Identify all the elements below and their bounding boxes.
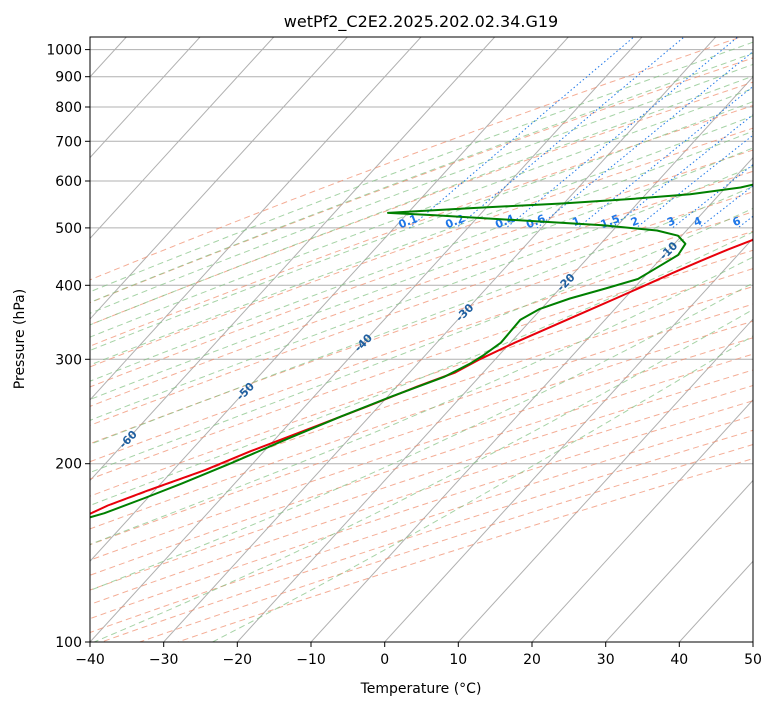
x-tick-label: 40 bbox=[670, 652, 688, 668]
moist-adiabat-line bbox=[90, 185, 753, 445]
mixing-ratio-label: 2 bbox=[629, 214, 641, 229]
mixing-ratio-line bbox=[409, 37, 635, 229]
dry-adiabat-line bbox=[90, 384, 753, 605]
y-tick-label: 700 bbox=[55, 134, 82, 150]
y-tick-label: 800 bbox=[55, 100, 82, 116]
y-tick-label: 300 bbox=[55, 352, 82, 368]
y-axis-label: Pressure (hPa) bbox=[12, 289, 28, 389]
dry-adiabat-line bbox=[90, 149, 753, 388]
isotherm-line bbox=[604, 479, 753, 642]
x-tick-label: −20 bbox=[223, 652, 253, 668]
moist-adiabat-line bbox=[94, 308, 753, 642]
x-axis-label: Temperature (°C) bbox=[360, 681, 482, 697]
background-labels: 0.10.20.40.611.52346810131620253036-100-… bbox=[0, 212, 771, 502]
mixing-ratio-line bbox=[455, 37, 685, 229]
isotherm-line bbox=[90, 37, 422, 401]
mixing-ratio-line bbox=[505, 37, 739, 229]
dry-adiabat-line bbox=[90, 127, 753, 368]
dry-adiabat-line bbox=[90, 337, 753, 561]
dry-adiabat-line bbox=[90, 369, 753, 591]
dry-adiabat-line bbox=[90, 400, 753, 620]
y-tick-label: 100 bbox=[55, 635, 82, 651]
isotherm-line bbox=[90, 37, 349, 320]
x-tick-label: 50 bbox=[744, 652, 762, 668]
x-tick-label: 10 bbox=[449, 652, 467, 668]
isotherm-line bbox=[0, 25, 64, 655]
y-tick-label: 500 bbox=[55, 221, 82, 237]
isotherm-label: -70 bbox=[0, 479, 19, 502]
y-tick-label: 200 bbox=[55, 457, 82, 473]
moist-adiabat-line bbox=[90, 52, 753, 303]
dry-adiabat-line bbox=[90, 249, 753, 480]
isotherm-line bbox=[678, 560, 753, 642]
moist-adiabat-line bbox=[90, 87, 753, 338]
mixing-ratio-label: 1.5 bbox=[599, 212, 622, 231]
x-tick-label: 0 bbox=[380, 652, 389, 668]
dry-adiabat-line bbox=[90, 268, 753, 497]
moist-adiabat-line bbox=[90, 147, 753, 401]
mixing-ratio-label: 8 bbox=[759, 214, 771, 229]
mixing-ratio-label: 6 bbox=[731, 214, 743, 229]
isotherm-line bbox=[236, 76, 753, 642]
mixing-ratio-line bbox=[611, 114, 753, 229]
temperature-profile-line bbox=[90, 238, 753, 515]
dry-adiabat-line bbox=[90, 320, 753, 546]
dry-adiabat-line bbox=[90, 211, 753, 445]
moist-adiabat-line bbox=[90, 231, 753, 506]
y-tick-label: 600 bbox=[55, 174, 82, 190]
x-tick-label: −10 bbox=[296, 652, 326, 668]
mixing-ratio-label: 4 bbox=[692, 214, 704, 229]
mixing-ratio-label: 1 bbox=[570, 214, 582, 229]
isotherm-line bbox=[531, 399, 753, 642]
chart-title: wetPf2_C2E2.2025.202.02.34.G19 bbox=[284, 12, 558, 32]
moist-adiabat-line bbox=[90, 75, 753, 326]
moist-adiabat-line bbox=[90, 63, 753, 314]
y-axis-ticks: 100 200 300 400 500 600 700 800 900 1000 bbox=[46, 43, 90, 651]
dry-adiabat-line bbox=[90, 415, 753, 634]
moist-adiabat-line bbox=[90, 115, 753, 366]
mixing-ratio-line bbox=[635, 134, 753, 229]
dry-adiabat-line bbox=[90, 191, 753, 426]
dry-adiabat-line bbox=[90, 286, 753, 514]
moist-adiabat-line bbox=[90, 165, 753, 421]
isotherm-line bbox=[90, 37, 275, 240]
dry-adiabat-line bbox=[90, 81, 753, 326]
background-lines bbox=[0, 25, 775, 655]
moist-adiabat-line bbox=[90, 41, 753, 293]
y-tick-label: 1000 bbox=[46, 43, 82, 59]
y-tick-label: 900 bbox=[55, 70, 82, 86]
isotherm-line bbox=[90, 37, 570, 563]
moist-adiabat-line bbox=[90, 282, 753, 591]
plot-frame bbox=[89, 36, 754, 643]
dry-adiabat-line bbox=[90, 57, 753, 304]
mixing-ratio-line bbox=[737, 215, 753, 229]
isotherm-line bbox=[90, 37, 201, 159]
x-axis-ticks: −40 −30 −20 −10 0 10 20 30 40 50 bbox=[75, 642, 762, 668]
dry-adiabat-line bbox=[90, 170, 753, 407]
mixing-ratio-line bbox=[766, 25, 775, 228]
dry-adiabat-line bbox=[90, 303, 753, 530]
isotherm-line bbox=[90, 37, 496, 482]
isotherm-line bbox=[457, 318, 753, 642]
x-tick-label: −30 bbox=[149, 652, 179, 668]
dry-adiabat-line bbox=[90, 230, 753, 463]
dewpoint-profile-line bbox=[90, 183, 753, 519]
mixing-ratio-label: 3 bbox=[665, 214, 677, 229]
moist-adiabat-line bbox=[90, 207, 753, 474]
dry-adiabat-line bbox=[90, 105, 753, 347]
mixing-ratio-line bbox=[577, 85, 753, 229]
dry-adiabat-line bbox=[90, 37, 743, 281]
y-tick-label: 400 bbox=[55, 278, 82, 294]
dry-adiabat-line bbox=[90, 353, 753, 576]
x-tick-label: 30 bbox=[597, 652, 615, 668]
isotherm-line bbox=[383, 237, 753, 642]
x-tick-label: −40 bbox=[75, 652, 105, 668]
moist-adiabat-line bbox=[90, 130, 753, 382]
x-tick-label: 20 bbox=[523, 652, 541, 668]
sounding-profiles bbox=[90, 183, 753, 519]
